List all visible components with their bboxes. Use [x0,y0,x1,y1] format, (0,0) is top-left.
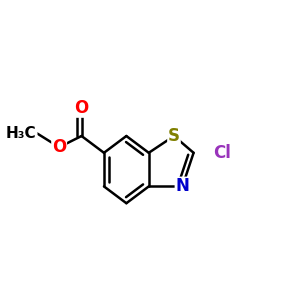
Text: N: N [176,177,189,195]
Text: S: S [168,127,180,145]
Text: H₃C: H₃C [6,126,37,141]
Text: O: O [74,99,89,117]
Text: O: O [52,138,66,156]
Text: Cl: Cl [213,144,230,162]
